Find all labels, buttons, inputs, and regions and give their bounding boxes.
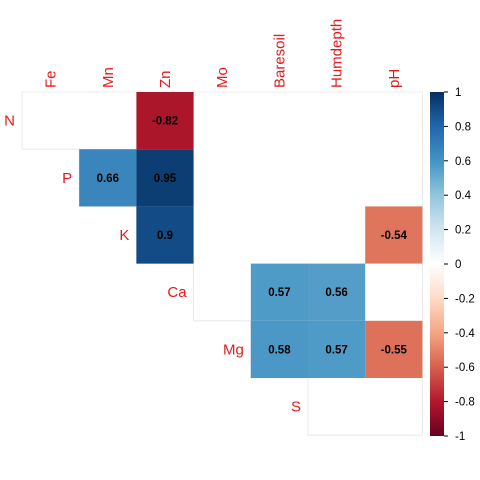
column-labels: Fe Mn Zn Mo Baresoil Humdepth pH <box>43 19 403 88</box>
cell-label-ca-baresoil: 0.57 <box>268 287 290 299</box>
cell-label-mg-ph: -0.55 <box>381 344 408 356</box>
col-label-zn: Zn <box>157 70 174 88</box>
row-label-s: S <box>291 399 301 416</box>
colorbar-tick-label: 0.4 <box>455 190 472 202</box>
colorbar-tick-label: 0 <box>455 259 461 271</box>
cell-label-k-ph: -0.54 <box>381 230 408 242</box>
colorbar-tick-label: -0.4 <box>455 328 475 340</box>
row-label-p: P <box>62 170 72 187</box>
colorbar-tick-label: 0.6 <box>455 156 471 168</box>
cell-ca-baresoil <box>250 263 308 321</box>
cell-k-zn <box>136 206 194 264</box>
colorbar-tick-label: 0.2 <box>455 225 471 237</box>
colorbar-tick-label: -0.6 <box>455 362 475 374</box>
cell-label-ca-humdepth: 0.56 <box>325 287 347 299</box>
colorbar: 1 0.8 0.6 0.4 0.2 0 -0.2 -0.4 -0.6 -0.8 -1 <box>430 87 475 443</box>
row-label-mg: Mg <box>223 341 244 358</box>
col-label-mo: Mo <box>214 67 231 88</box>
colorbar-tick-label: -0.8 <box>455 397 475 409</box>
colorbar-tick-label: -0.2 <box>455 293 475 305</box>
cell-label-mg-humdepth: 0.57 <box>325 344 347 356</box>
cell-ca-humdepth <box>308 263 366 321</box>
colorbar-tick-label: -1 <box>455 431 465 443</box>
row-label-k: K <box>119 227 129 244</box>
col-label-baresoil: Baresoil <box>271 34 288 88</box>
cell-mg-humdepth <box>308 320 366 378</box>
col-label-mn: Mn <box>100 67 117 88</box>
cell-label-mg-baresoil: 0.58 <box>268 344 291 356</box>
cell-p-mn <box>79 149 137 207</box>
colorbar-gradient <box>430 92 444 436</box>
cell-label-k-zn: 0.9 <box>157 230 173 242</box>
cell-n-zn <box>136 92 194 150</box>
matrix-cells <box>79 92 423 378</box>
row-label-n: N <box>4 113 15 130</box>
cell-k-ph <box>365 206 423 264</box>
cell-label-p-mn: 0.66 <box>97 173 119 185</box>
colorbar-tick-label: 1 <box>455 87 461 99</box>
cell-label-p-zn: 0.95 <box>154 173 177 185</box>
col-label-ph: pH <box>386 69 403 88</box>
cell-label-n-zn: -0.82 <box>152 116 178 128</box>
row-labels: N P K Ca Mg S <box>4 113 301 416</box>
col-label-humdepth: Humdepth <box>329 19 346 88</box>
colorbar-tick-label: 0.8 <box>455 121 471 133</box>
cell-mg-ph <box>365 320 423 378</box>
cell-mg-baresoil <box>250 320 308 378</box>
cell-labels: -0.82 0.66 0.95 0.9 -0.54 0.57 0.56 0.58 0.57 -0.… <box>97 116 408 357</box>
row-label-ca: Ca <box>167 284 187 301</box>
cell-p-zn <box>136 149 194 207</box>
col-label-fe: Fe <box>43 70 60 88</box>
